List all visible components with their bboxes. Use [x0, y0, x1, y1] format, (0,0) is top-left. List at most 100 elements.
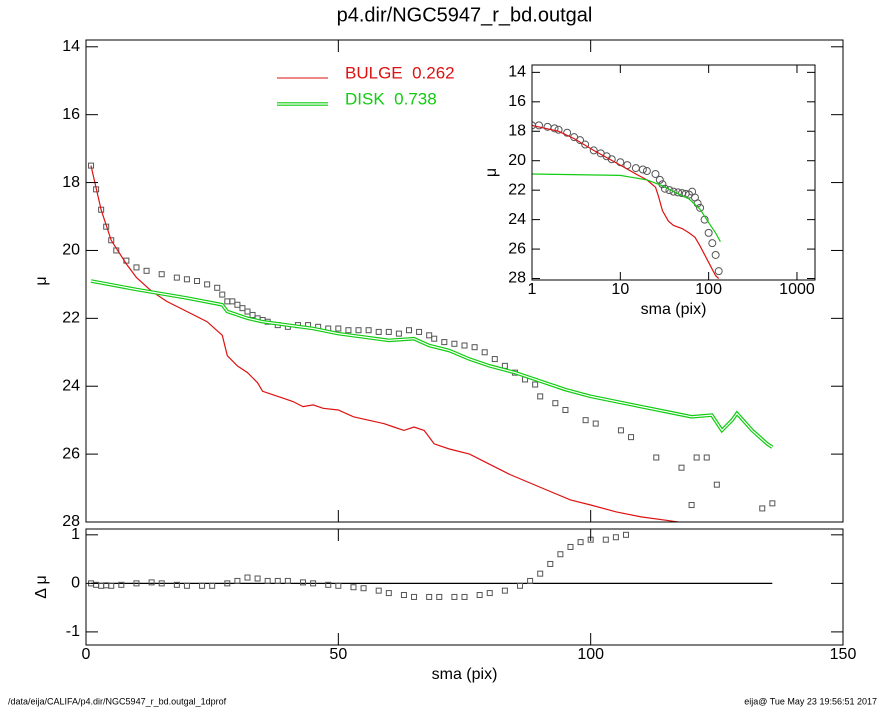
y-tick-label: 26	[508, 240, 526, 257]
data-point	[567, 543, 574, 550]
y-tick-label: 18	[62, 174, 80, 191]
x-tick-label: 1	[528, 281, 537, 298]
axes-frame	[85, 39, 844, 523]
data-point	[617, 427, 624, 434]
data-point	[244, 308, 251, 315]
y-tick-label: 28	[62, 513, 80, 530]
data-point	[451, 593, 458, 600]
y-axis-label: μ	[33, 276, 50, 285]
legend-label: DISK 0.738	[345, 89, 437, 108]
footer-stamp: eija@ Tue May 23 19:56:51 2017	[744, 696, 877, 706]
data-point	[769, 500, 776, 507]
y-tick-label: 26	[62, 445, 80, 462]
data-point	[173, 581, 180, 588]
data-point	[759, 505, 766, 512]
y-tick-label: 0	[71, 575, 80, 592]
data-point	[209, 582, 216, 589]
data-point	[501, 587, 508, 594]
data-point	[638, 165, 647, 174]
data-point	[589, 146, 598, 155]
data-point	[385, 328, 392, 335]
data-point	[133, 264, 140, 271]
data-point	[554, 125, 563, 134]
data-point	[532, 381, 539, 388]
data-point	[254, 575, 261, 582]
data-point	[143, 267, 150, 274]
data-point	[592, 420, 599, 427]
data-point	[481, 349, 488, 356]
data-point	[642, 167, 651, 176]
data-point	[688, 502, 695, 509]
data-point	[199, 582, 206, 589]
data-point	[158, 580, 165, 587]
plot-area	[532, 121, 723, 279]
y-tick-label: 24	[508, 211, 526, 228]
data-point	[703, 454, 710, 461]
data-point	[375, 328, 382, 335]
data-point	[547, 560, 554, 567]
x-tick-label: 100	[577, 646, 604, 663]
data-point	[264, 577, 271, 584]
y-tick-label: 22	[62, 310, 80, 327]
data-point	[562, 406, 569, 413]
data-point	[476, 592, 483, 599]
data-point	[108, 582, 115, 589]
data-point	[461, 342, 468, 349]
data-point	[461, 593, 468, 600]
x-axis-label: sma (pix)	[641, 301, 707, 318]
data-point	[325, 581, 332, 588]
data-point	[708, 239, 717, 248]
data-point	[441, 339, 448, 346]
y-tick-label: 18	[508, 122, 526, 139]
data-point	[118, 581, 125, 588]
data-point	[204, 281, 211, 288]
y-tick-label: 14	[62, 38, 80, 55]
data-point	[400, 592, 407, 599]
data-point	[704, 228, 713, 237]
data-point	[249, 311, 256, 318]
data-point	[426, 332, 433, 339]
data-point	[173, 274, 180, 281]
data-point	[669, 187, 678, 196]
data-point	[665, 186, 674, 195]
data-point	[214, 284, 221, 291]
chart-title: p4.dir/NGC5947_r_bd.outgal	[337, 4, 593, 26]
data-point	[651, 169, 660, 178]
data-point	[471, 344, 478, 351]
data-point	[537, 393, 544, 400]
data-point	[552, 400, 559, 407]
y-tick-label: 1	[71, 526, 80, 543]
data-point	[335, 325, 342, 332]
data-point	[550, 124, 559, 133]
data-point	[183, 582, 190, 589]
data-point	[655, 175, 664, 184]
data-point	[622, 531, 629, 538]
data-point	[607, 155, 616, 164]
data-point	[527, 577, 534, 584]
data-point	[148, 579, 155, 586]
data-point	[274, 577, 281, 584]
data-point	[385, 590, 392, 597]
data-point	[239, 305, 246, 312]
data-point	[416, 328, 423, 335]
data-point	[219, 291, 226, 298]
plot-area	[88, 531, 773, 600]
data-point	[405, 327, 412, 334]
data-point	[108, 237, 115, 244]
y-tick-label: 24	[62, 377, 80, 394]
x-tick-label: 10	[611, 281, 629, 298]
series-line	[532, 124, 720, 279]
data-point	[375, 587, 382, 594]
y-tick-label: 14	[508, 64, 526, 81]
y-tick-label: -1	[66, 623, 80, 640]
data-point	[355, 327, 362, 334]
data-point	[653, 454, 660, 461]
data-point	[360, 585, 367, 592]
data-point	[284, 577, 291, 584]
y-tick-label: 20	[508, 152, 526, 169]
y-tick-label: 22	[508, 181, 526, 198]
data-point	[486, 590, 493, 597]
plot-area	[88, 162, 776, 522]
data-point	[395, 330, 402, 337]
